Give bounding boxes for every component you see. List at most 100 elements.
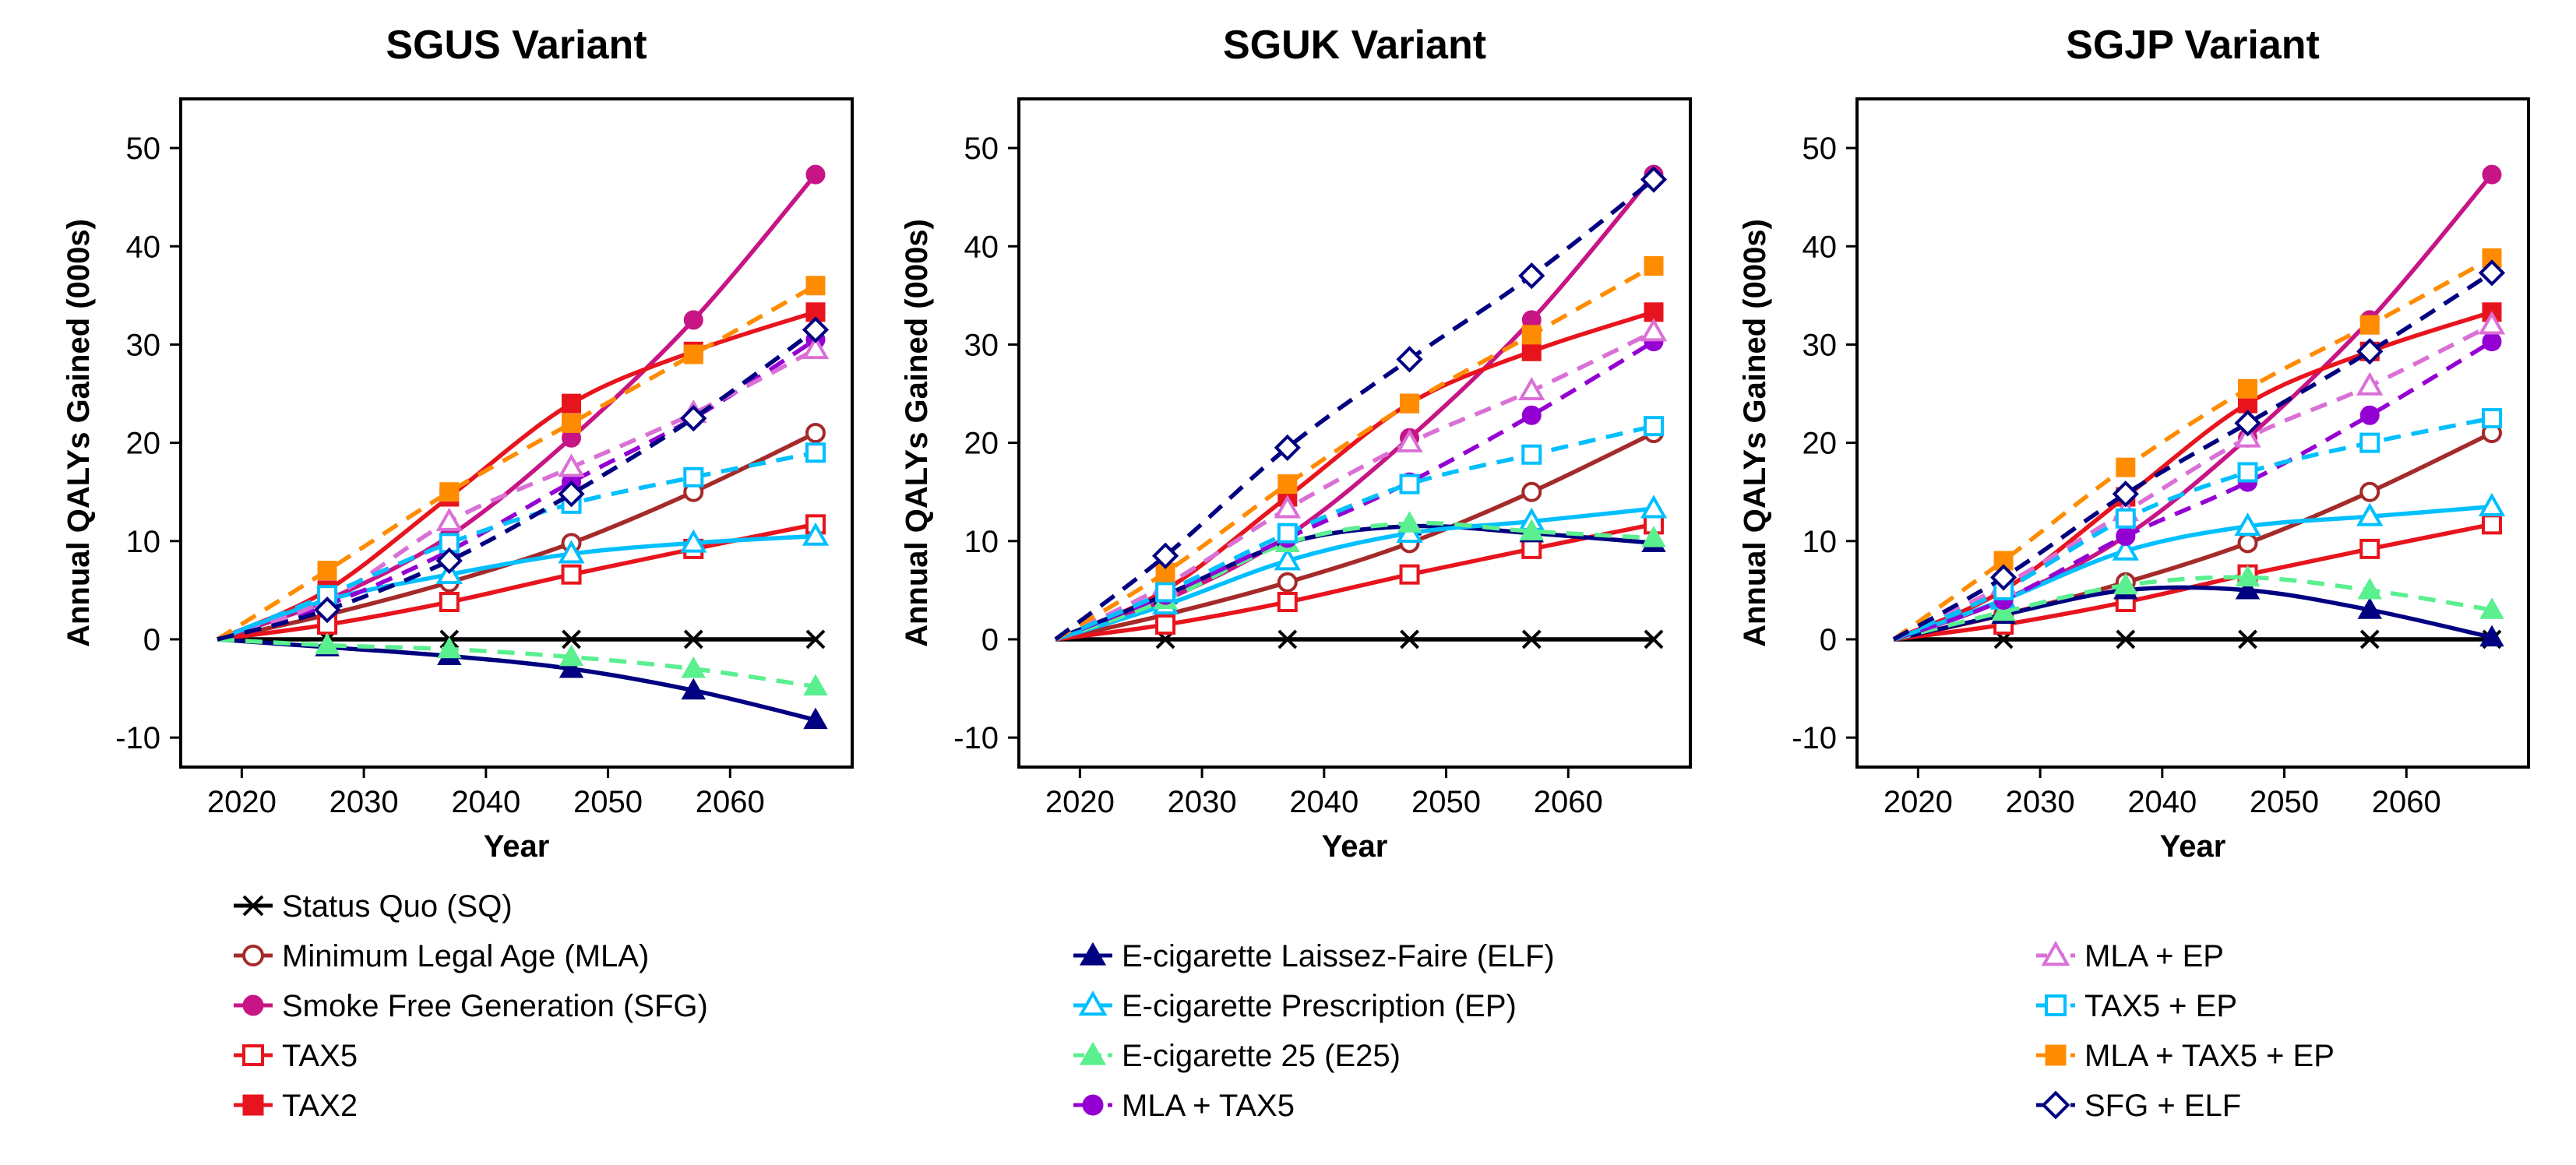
- series-mla-tax5-ep: [216, 276, 826, 642]
- data-point: [2481, 408, 2502, 429]
- series-tax5: [1055, 514, 1664, 642]
- data-point: [1521, 341, 1542, 361]
- series-line: [1892, 255, 2493, 642]
- data-point: [2359, 629, 2380, 649]
- data-point: [2235, 578, 2261, 600]
- data-point: [435, 507, 463, 531]
- series-line: [1893, 504, 2493, 642]
- data-point: [439, 482, 460, 502]
- series-sfg-elf: [1054, 166, 1668, 642]
- data-point: [2359, 538, 2380, 559]
- x-tick-label: 2050: [573, 785, 643, 819]
- data-point: [437, 636, 462, 659]
- series-mla-ep: [217, 335, 830, 642]
- legend-item-mla-tax5: MLA + TAX5: [1073, 1089, 1295, 1123]
- legend-label: MLA + TAX5: [1122, 1089, 1295, 1123]
- plot-frame: [1017, 97, 1692, 769]
- series-mla-tax5: [1893, 332, 2502, 642]
- series-line: [1055, 431, 1655, 642]
- data-point: [805, 629, 826, 649]
- series-sfg-elf: [1892, 259, 2506, 642]
- data-point: [1644, 256, 1664, 276]
- series-line: [1892, 271, 2493, 642]
- data-point: [1400, 393, 1420, 414]
- y-tick-label: -10: [115, 721, 160, 755]
- y-tick-label: 0: [981, 623, 999, 657]
- series-line: [217, 328, 817, 642]
- data-point: [803, 707, 828, 730]
- plot-frame: [1855, 97, 2530, 769]
- series-status-quo-sq: [1894, 629, 2502, 649]
- data-point: [562, 393, 582, 414]
- legend-label: Status Quo (SQ): [282, 889, 513, 924]
- data-point: [680, 404, 707, 432]
- data-point: [2237, 462, 2258, 483]
- x-tick-label: 2020: [1045, 785, 1115, 819]
- data-point: [1399, 564, 1420, 585]
- series-line: [217, 347, 817, 642]
- data-point: [558, 453, 585, 477]
- y-tick-label: 10: [964, 525, 999, 559]
- legend-swatch-marker: [2045, 1044, 2067, 1066]
- legend-swatch-marker: [242, 1094, 264, 1116]
- series-line: [1055, 506, 1654, 642]
- data-point: [2237, 533, 2258, 554]
- legend-swatch-marker: [1079, 1041, 1107, 1065]
- data-point: [1400, 629, 1419, 649]
- series-status-quo-sq: [1055, 629, 1664, 649]
- data-point: [1521, 325, 1542, 345]
- y-tick-label: 0: [143, 623, 160, 657]
- data-point: [1399, 473, 1420, 495]
- data-point: [681, 678, 706, 700]
- y-tick-label: -10: [1792, 721, 1837, 755]
- x-axis-label: Year: [2160, 829, 2226, 864]
- data-point: [1277, 592, 1298, 613]
- data-point: [805, 423, 826, 443]
- data-point: [562, 413, 582, 433]
- series-line: [217, 533, 816, 642]
- data-point: [1518, 262, 1545, 290]
- x-tick-label: 2060: [2372, 785, 2441, 819]
- data-point: [2481, 514, 2502, 535]
- legend-label: SFG + ELF: [2084, 1089, 2241, 1123]
- data-point: [681, 656, 706, 678]
- data-point: [558, 540, 585, 564]
- data-point: [1519, 519, 1544, 540]
- data-point: [1518, 376, 1545, 401]
- data-point: [2116, 526, 2136, 546]
- y-tick-label: 20: [964, 427, 999, 461]
- series-e-cigarette-laissez-faire-elf: [217, 635, 828, 730]
- data-point: [2478, 492, 2506, 516]
- series-line: [217, 337, 817, 642]
- series-line: [217, 637, 816, 723]
- y-tick-label: 40: [964, 230, 999, 264]
- data-point: [1151, 542, 1179, 569]
- data-point: [1274, 434, 1301, 462]
- series-line: [217, 173, 818, 642]
- data-point: [1640, 495, 1668, 519]
- data-point: [2235, 565, 2261, 587]
- x-tick-label: 2040: [2127, 785, 2197, 819]
- series-e-cigarette-prescription-ep: [217, 522, 830, 642]
- data-point: [683, 310, 703, 330]
- data-point: [2234, 512, 2261, 537]
- data-point: [1277, 523, 1298, 544]
- legend-swatch-marker: [2041, 1090, 2070, 1120]
- series-smoke-free-generation-sfg: [1893, 164, 2502, 642]
- data-point: [2478, 259, 2506, 287]
- data-point: [802, 316, 830, 343]
- data-point: [559, 644, 584, 667]
- x-tick-label: 2040: [1289, 785, 1358, 819]
- chart-title: SGUS Variant: [386, 23, 647, 68]
- series-line: [1054, 178, 1655, 642]
- series-line: [1054, 340, 1655, 642]
- data-point: [1989, 564, 2017, 591]
- y-tick-label: 10: [126, 525, 161, 559]
- legend-label: Smoke Free Generation (SFG): [282, 989, 708, 1023]
- series-line: [1893, 340, 2493, 642]
- series-line: [1054, 264, 1655, 642]
- legend-swatch-marker: [242, 1044, 264, 1066]
- data-point: [2112, 537, 2139, 561]
- data-point: [2359, 315, 2380, 335]
